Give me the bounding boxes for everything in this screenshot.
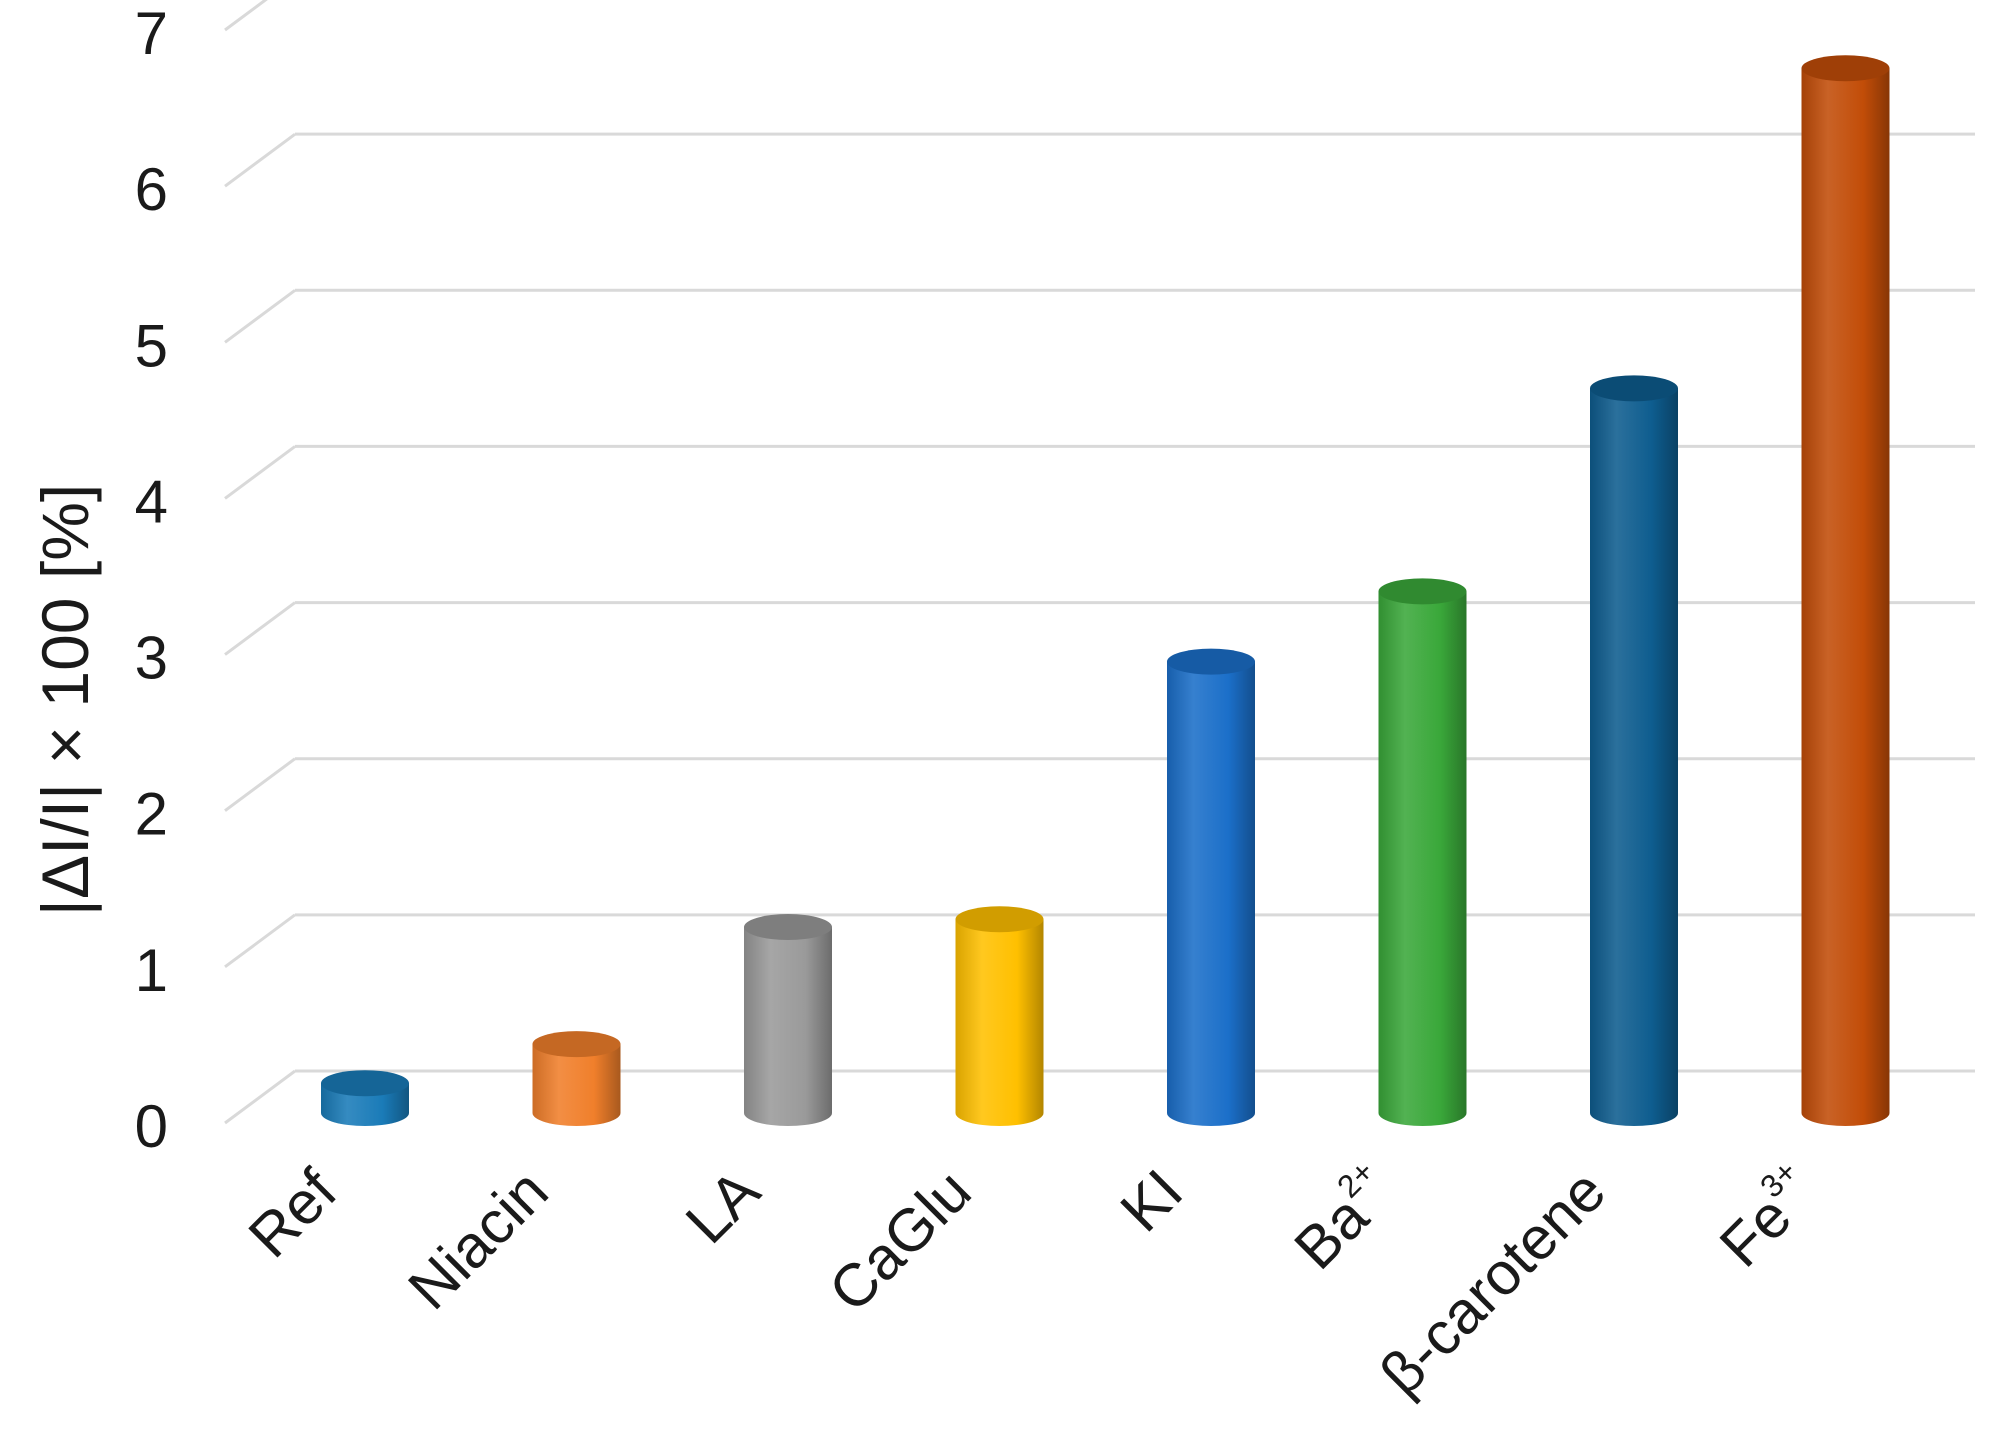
x-tick-label-text: Niacin: [395, 1157, 560, 1322]
y-tick-label: 7: [135, 0, 168, 67]
bar: [321, 1070, 409, 1126]
y-tick-label: 0: [135, 1093, 168, 1160]
bar-top: [955, 906, 1044, 933]
x-tick-label-text: Fe: [1707, 1183, 1804, 1280]
y-tick-label: 4: [135, 468, 168, 535]
bar-body: [744, 927, 832, 1126]
y-tick-label: 1: [135, 937, 168, 1004]
x-tick-label: LA: [673, 1157, 772, 1256]
gridline-side: [224, 913, 296, 969]
x-tick-label: Ref: [236, 1157, 350, 1271]
bar-body: [1167, 661, 1255, 1126]
bar: [1590, 375, 1678, 1126]
gridline-side: [224, 601, 296, 656]
gridline-side: [224, 445, 296, 500]
bar-top: [532, 1031, 621, 1058]
gridline-side: [224, 132, 296, 188]
y-axis-label: |ΔI/I| × 100 [%]: [28, 484, 102, 916]
bar: [1801, 55, 1890, 1126]
x-tick-label-text: Ref: [236, 1157, 350, 1271]
gridline-side: [224, 757, 296, 812]
x-tick-label-text: β-carotene: [1367, 1157, 1618, 1408]
y-tick-labels: 0 1 2 3 4 5 6 7: [135, 0, 168, 1160]
bars: [321, 55, 1890, 1126]
x-tick-label: Niacin: [395, 1157, 560, 1322]
grid-layer: [224, 0, 1975, 1125]
x-tick-label-text: Ba: [1282, 1182, 1382, 1282]
x-tick-label: KI: [1108, 1157, 1195, 1244]
x-tick-labels: Ref Niacin LA CaGlu KI Ba2+β-carotene Fe3+: [236, 1153, 1829, 1408]
x-tick-label-text: LA: [673, 1157, 772, 1256]
x-tick-label: Ba2+: [1278, 1153, 1407, 1282]
x-tick-label: Fe3+: [1703, 1153, 1829, 1279]
x-tick-label: CaGlu: [816, 1157, 984, 1325]
bar-top: [1590, 375, 1678, 402]
bar: [1167, 648, 1255, 1126]
gridline-side: [224, 0, 268, 32]
bar-top: [321, 1070, 409, 1097]
bar-body: [955, 919, 1044, 1126]
y-tick-label: 6: [135, 156, 168, 223]
x-tick-label-text: KI: [1108, 1157, 1195, 1244]
bar-body: [532, 1044, 621, 1126]
gridline-side: [224, 1069, 296, 1125]
bar: [955, 906, 1044, 1126]
bar-body: [1378, 591, 1467, 1126]
bar-body: [1590, 388, 1678, 1126]
y-tick-label: 3: [135, 625, 168, 692]
bar-top: [1167, 648, 1255, 675]
bar: [532, 1031, 621, 1126]
x-tick-label: β-carotene: [1367, 1157, 1618, 1408]
bar: [744, 914, 832, 1126]
bar: [1378, 578, 1467, 1126]
bar-top: [744, 914, 832, 941]
bar-top: [1378, 578, 1467, 605]
bar-top: [1801, 55, 1890, 82]
gridline-side: [224, 289, 296, 344]
bar-body: [1801, 68, 1890, 1126]
y-tick-label: 5: [135, 312, 168, 379]
y-tick-label: 2: [135, 781, 168, 848]
x-tick-label-text: CaGlu: [816, 1157, 984, 1325]
